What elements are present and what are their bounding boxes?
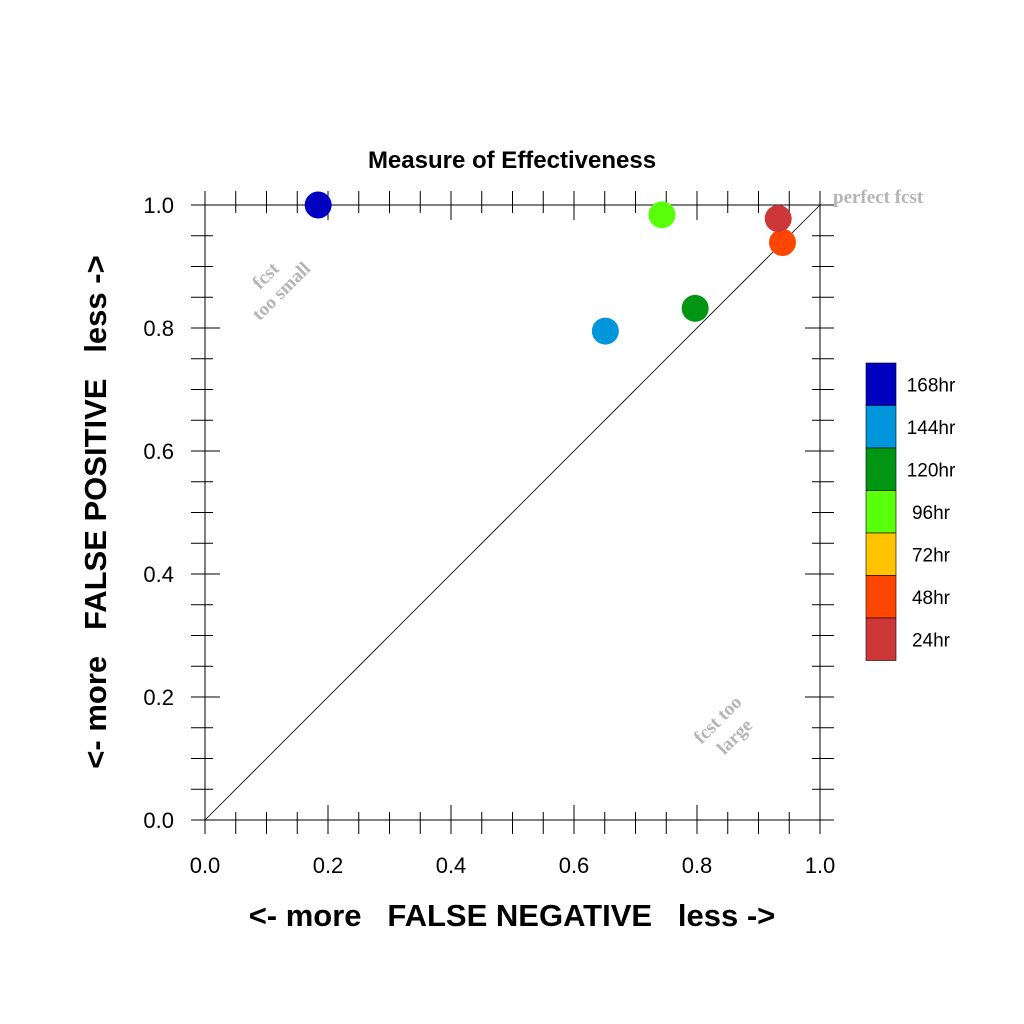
x-axis-title: <- more FALSE NEGATIVE less -> [249,898,776,933]
legend-swatch-144hr [865,405,897,449]
fcst-too-small-annotation: fcst too small [248,258,315,325]
point-168hr [304,191,332,219]
legend-label-168hr: 168hr [907,375,956,396]
legend-label-144hr: 144hr [907,418,956,439]
point-144hr [591,317,619,345]
axis-ticks: 0.0 0.2 0.4 0.6 0.8 1.0 0.0 0.2 0.4 0.6 0.8 1.0 [143,191,835,878]
point-24hr [764,205,792,233]
fcst-too-large-annotation: fcst too large [690,692,757,759]
legend-swatch-120hr [865,447,897,491]
x-tick-label: 0.2 [313,853,344,878]
point-120hr [681,294,709,322]
legend-label-24hr: 24hr [912,630,951,651]
legend-swatch-96hr [865,490,897,534]
y-tick-label: 0.0 [143,808,174,833]
legend-swatch-48hr [865,575,897,619]
point-48hr [768,229,796,257]
chart-title: Measure of Effectiveness [368,147,656,174]
perfect-fcst-annotation: perfect fcst [833,187,924,208]
x-tick-label: 0.0 [190,853,221,878]
y-tick-label: 0.2 [143,685,174,710]
legend-label-96hr: 96hr [912,503,951,524]
x-tick-label: 0.8 [682,853,713,878]
point-96hr [648,201,676,229]
y-tick-label: 0.4 [143,562,174,587]
y-tick-label: 0.8 [143,316,174,341]
y-axis-title: <- more FALSE POSITIVE less -> [78,255,113,768]
y-tick-label: 1.0 [143,193,174,218]
data-points [304,191,796,345]
legend-swatch-24hr [865,617,897,661]
legend-label-48hr: 48hr [912,588,951,609]
legend-swatch-72hr [865,532,897,576]
legend-label-72hr: 72hr [912,545,951,566]
x-tick-label: 0.4 [436,853,467,878]
legend-swatch-168hr [865,362,897,406]
legend-label-120hr: 120hr [907,460,956,481]
x-tick-label: 1.0 [805,853,836,878]
x-tick-label: 0.6 [559,853,590,878]
y-tick-label: 0.6 [143,439,174,464]
legend: 168hr 144hr 120hr 96hr 72hr 48hr 24hr [865,362,956,661]
diagonal-line [204,204,821,821]
